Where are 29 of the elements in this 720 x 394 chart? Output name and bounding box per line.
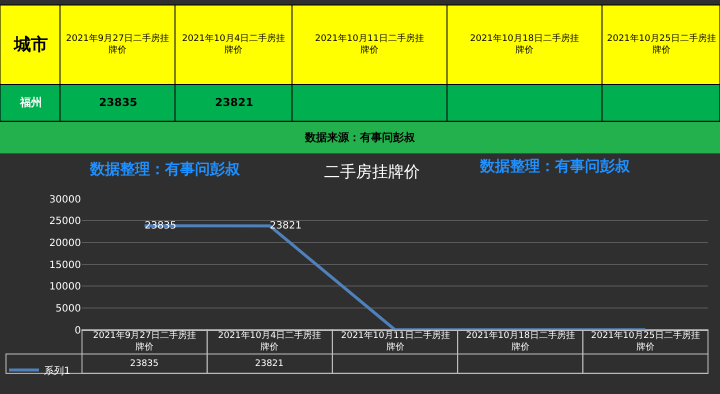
category-label: 2021年10月11日二手房挂牌价: [315, 34, 424, 56]
data-label: 23835: [99, 96, 138, 109]
category-label: 2021年9月27日二手房挂牌价: [66, 34, 170, 56]
text: 23821: [255, 359, 284, 369]
category-label: 2021年10月18日二手房挂牌价: [470, 34, 579, 56]
y-tick-label: 30000: [49, 194, 81, 206]
text: 数据整理：有事问彭叔: [479, 157, 631, 175]
x-tick-label: 2021年10月18日二手房挂牌价: [466, 330, 575, 353]
text: 城市: [13, 35, 48, 55]
x-tick-label: 2021年10月25日二手房挂牌价: [591, 330, 700, 353]
y-tick-label: 0: [74, 325, 81, 336]
category-label: 2021年10月25日二手房挂牌价: [607, 34, 716, 56]
data-label: 23821: [215, 96, 254, 109]
y-tick-label: 25000: [49, 216, 81, 228]
x-tick-label: 2021年9月27日二手房挂牌价: [93, 330, 196, 353]
y-tick-label: 20000: [49, 238, 81, 250]
y-tick-label: 5000: [56, 303, 81, 314]
x-tick-label: 2021年10月11日二手房挂牌价: [341, 330, 450, 353]
x-tick-label: 2021年10月4日二手房挂牌价: [218, 330, 322, 353]
category-label: 2021年10月4日二手房挂牌价: [182, 34, 286, 56]
text: 23821: [270, 220, 302, 232]
source-note: 数据来源：有事问彭叔: [304, 131, 416, 144]
text: 数据整理：有事问彭叔: [89, 160, 241, 178]
text: 福州: [19, 96, 42, 109]
y-tick-label: 15000: [49, 260, 81, 271]
chart-title: 二手房挂牌价: [324, 162, 420, 181]
text: 23835: [130, 359, 159, 369]
y-tick-label: 10000: [49, 282, 81, 293]
text: 23835: [144, 220, 176, 232]
